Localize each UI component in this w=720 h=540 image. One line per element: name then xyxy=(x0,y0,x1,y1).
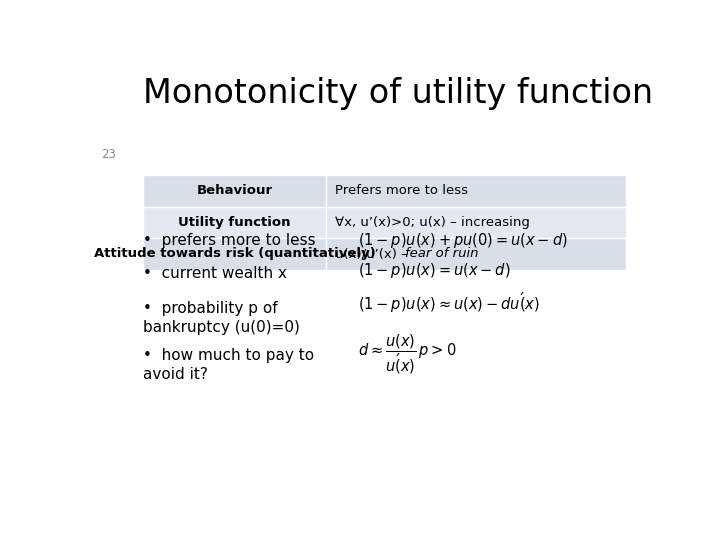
Text: Prefers more to less: Prefers more to less xyxy=(335,184,468,197)
Text: Utility function: Utility function xyxy=(179,216,291,229)
Text: fear of ruin: fear of ruin xyxy=(405,247,478,260)
Text: Attitude towards risk (quantitatively): Attitude towards risk (quantitatively) xyxy=(94,247,376,260)
Text: u(x)/u’(x) –: u(x)/u’(x) – xyxy=(335,247,412,260)
FancyBboxPatch shape xyxy=(326,207,626,238)
FancyBboxPatch shape xyxy=(143,175,326,207)
Text: •  prefers more to less: • prefers more to less xyxy=(143,233,315,248)
FancyBboxPatch shape xyxy=(143,207,326,238)
FancyBboxPatch shape xyxy=(326,175,626,207)
Text: $(1-p)u(x)\approx u(x)-du\'(x)$: $(1-p)u(x)\approx u(x)-du\'(x)$ xyxy=(358,290,540,315)
Text: •  probability p of
bankruptcy (u(0)=0): • probability p of bankruptcy (u(0)=0) xyxy=(143,301,300,335)
Text: ∀x, u’(x)>0; u(x) – increasing: ∀x, u’(x)>0; u(x) – increasing xyxy=(335,216,530,229)
Text: •  how much to pay to
avoid it?: • how much to pay to avoid it? xyxy=(143,348,314,382)
Text: $(1-p)u(x)=u(x-d)$: $(1-p)u(x)=u(x-d)$ xyxy=(358,261,510,280)
Text: $d\approx\dfrac{u(x)}{u\'(x)}\,p>0$: $d\approx\dfrac{u(x)}{u\'(x)}\,p>0$ xyxy=(358,333,456,376)
FancyBboxPatch shape xyxy=(326,238,626,270)
FancyBboxPatch shape xyxy=(143,238,326,270)
Text: $(1-p)u(x)+pu(0)=u(x-d)$: $(1-p)u(x)+pu(0)=u(x-d)$ xyxy=(358,231,567,250)
Text: Monotonicity of utility function: Monotonicity of utility function xyxy=(143,77,653,110)
Text: •  current wealth x: • current wealth x xyxy=(143,266,287,281)
Text: 23: 23 xyxy=(101,148,116,161)
Text: Behaviour: Behaviour xyxy=(197,184,273,197)
